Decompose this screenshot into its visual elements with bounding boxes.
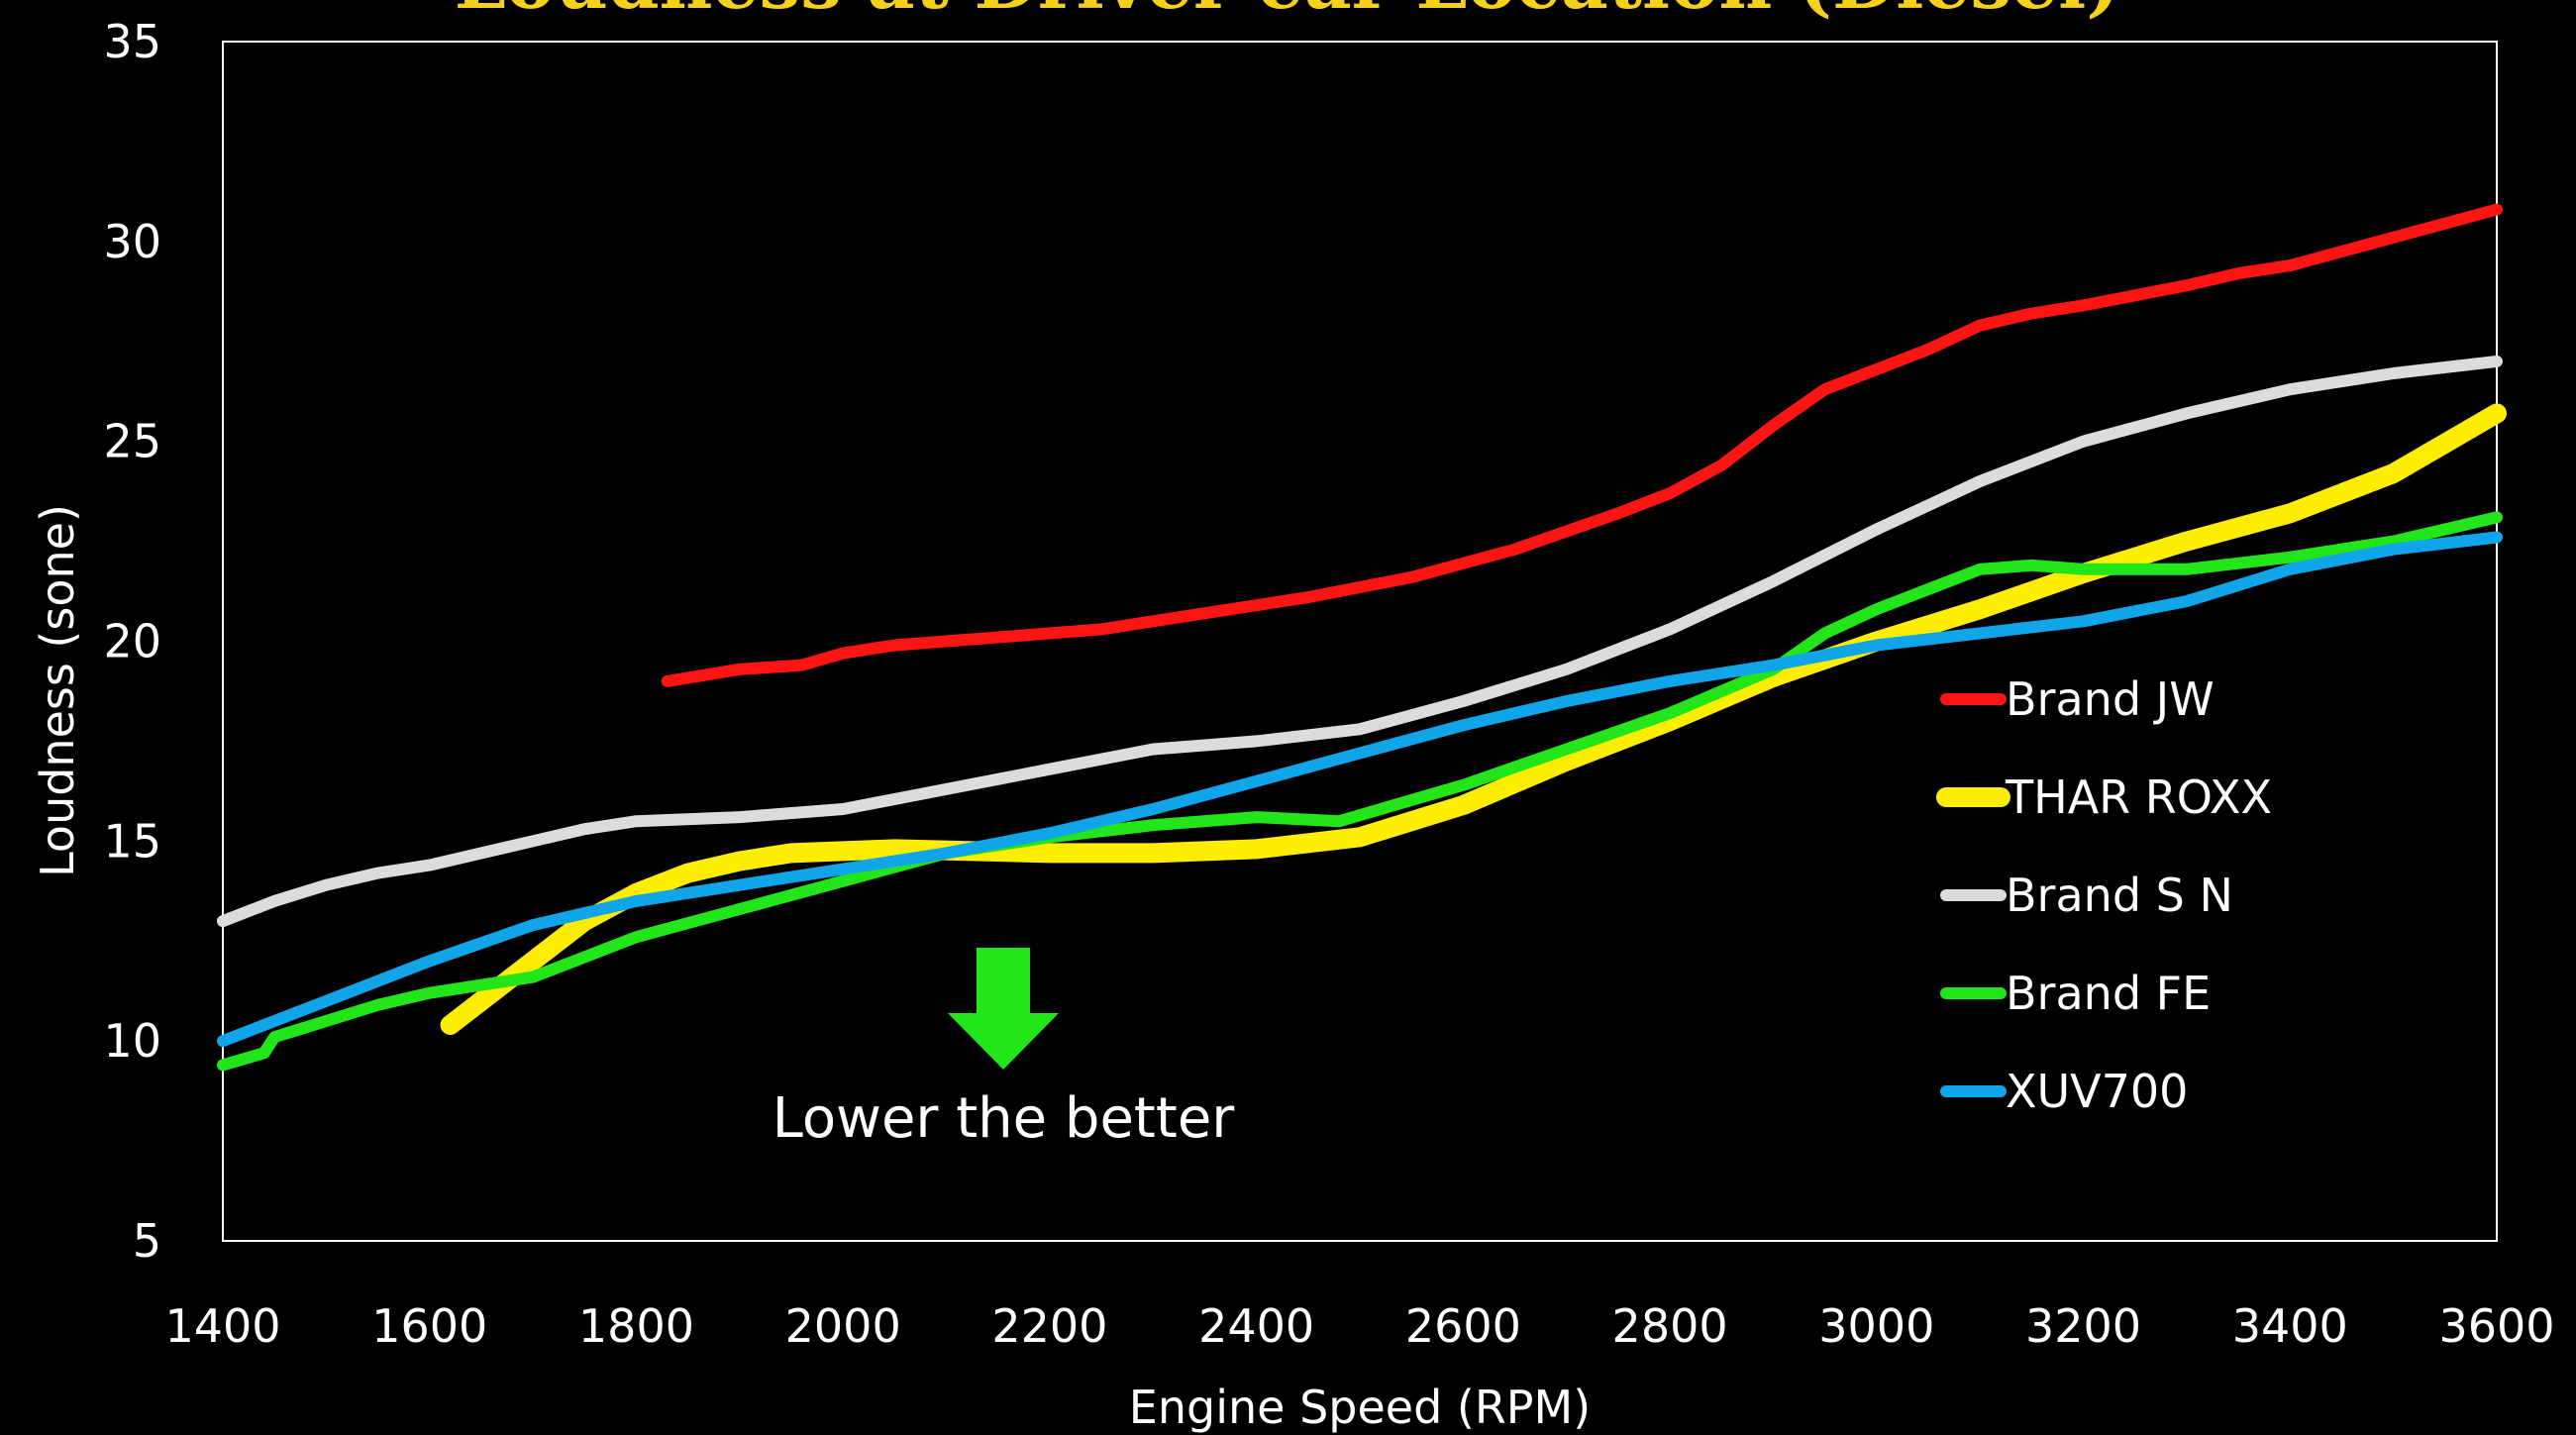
- annotation-text: Lower the better: [773, 1086, 1236, 1151]
- x-tick-label: 3200: [2025, 1299, 2141, 1353]
- y-tick-label: 25: [103, 415, 161, 468]
- y-axis-title: Loudness (sone): [31, 504, 84, 877]
- x-axis-tick-labels: 1400 1600 1800 2000 2200 2400 2600 2800 3000 3200…: [164, 1299, 2554, 1353]
- legend: Brand JW THAR ROXX Brand S N Brand FE XUV700: [1936, 672, 2272, 1118]
- y-axis-tick-labels: 5 10 15 20 25 30 35: [103, 15, 161, 1268]
- x-tick-label: 2200: [991, 1299, 1107, 1353]
- x-tick-label: 1400: [164, 1299, 280, 1353]
- x-tick-label: 3400: [2232, 1299, 2348, 1353]
- series-lines: [217, 203, 2507, 1072]
- y-tick-label: 20: [103, 615, 161, 668]
- y-tick-label: 5: [133, 1214, 161, 1268]
- y-tick-label: 15: [103, 814, 161, 868]
- x-tick-label: 2000: [785, 1299, 901, 1353]
- annotation: Lower the better: [773, 948, 1236, 1151]
- x-tick-label: 2600: [1405, 1299, 1521, 1353]
- legend-label: XUV700: [2006, 1065, 2188, 1118]
- legend-label: Brand JW: [2006, 672, 2215, 726]
- y-tick-label: 10: [103, 1014, 161, 1068]
- x-tick-label: 2400: [1198, 1299, 1314, 1353]
- down-arrow-icon: [948, 948, 1059, 1070]
- y-tick-label: 30: [103, 215, 161, 268]
- x-axis-title: Engine Speed (RPM): [1129, 1381, 1591, 1434]
- series-line-brand-fe: [217, 511, 2503, 1072]
- plot-area-frame: [222, 41, 2498, 1242]
- series-line-xuv700: [217, 531, 2503, 1048]
- legend-label: THAR ROXX: [2005, 770, 2272, 824]
- chart-title: Loudness at Driver ear Location (Diesel): [455, 0, 2121, 26]
- x-tick-label: 3000: [1818, 1299, 1934, 1353]
- y-tick-label: 35: [103, 15, 161, 68]
- x-tick-label: 1800: [578, 1299, 694, 1353]
- legend-label: Brand FE: [2006, 967, 2211, 1020]
- x-tick-label: 3600: [2438, 1299, 2554, 1353]
- series-line-brand-s-n: [217, 355, 2503, 928]
- x-tick-label: 2800: [1612, 1299, 1728, 1353]
- series-line-brand-jw: [661, 203, 2503, 687]
- legend-label: Brand S N: [2006, 869, 2233, 922]
- x-tick-label: 1600: [371, 1299, 487, 1353]
